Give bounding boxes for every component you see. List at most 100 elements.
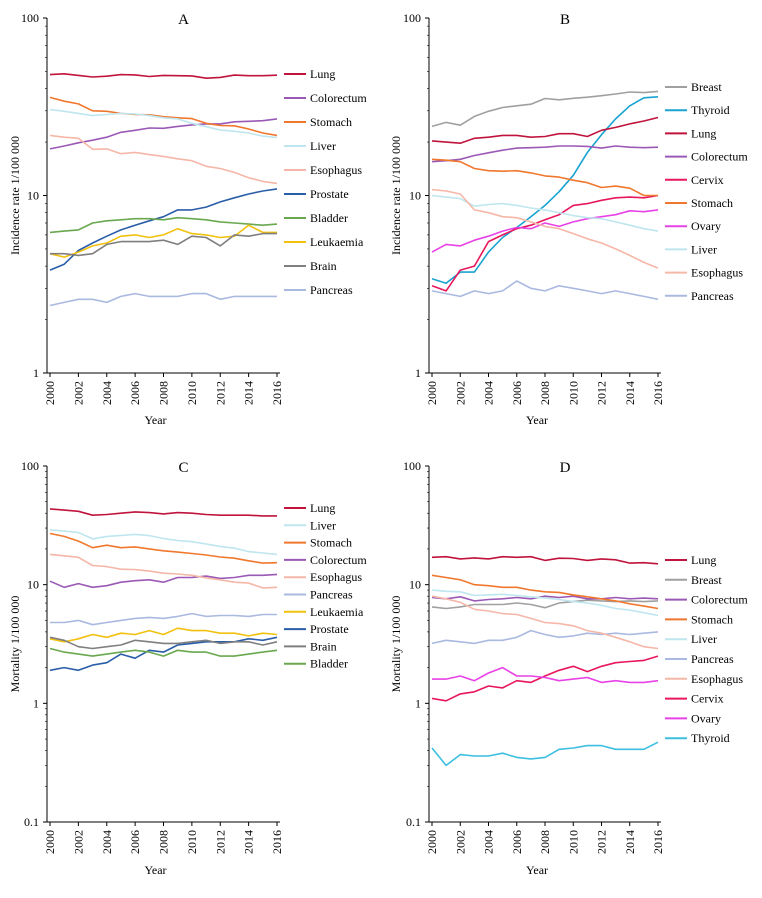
y-axis-title: Incidence rate 1/100 000 <box>389 136 403 255</box>
series-line-lung <box>431 116 659 144</box>
panel-letter: C <box>178 460 188 476</box>
legend-label-esophagus: Esophagus <box>310 163 362 177</box>
y-tick-label: 100 <box>21 459 39 473</box>
series-line-pancreas <box>49 292 277 307</box>
y-tick-label: 100 <box>403 11 421 25</box>
series-line-thyroid <box>431 741 659 767</box>
legend-label-stomach: Stomach <box>310 536 352 550</box>
legend-label-prostate: Prostate <box>310 622 349 636</box>
series-line-lung <box>49 73 278 79</box>
legend-label-thyroid: Thyroid <box>691 731 730 745</box>
x-tick-label: 2014 <box>623 381 637 405</box>
x-tick-label: 2002 <box>453 381 467 405</box>
series-line-leukaemia <box>49 224 277 258</box>
legend-label-bladder: Bladder <box>310 211 348 225</box>
series-line-stomach <box>431 574 659 610</box>
y-axis-title: Mortality 1/100 000 <box>389 596 403 693</box>
x-tick-label: 2010 <box>185 830 199 854</box>
series-line-liver <box>49 529 278 556</box>
x-tick-label: 2016 <box>651 381 665 405</box>
panel-c: 0.1 1 10 100 2000 2002 2004 2006 2008 2010 2012 201… <box>8 459 367 877</box>
panel-letter: B <box>560 12 570 28</box>
series-line-lung <box>431 555 659 565</box>
legend-label-lung: Lung <box>691 553 716 567</box>
x-tick-label: 2008 <box>538 381 552 405</box>
x-tick-label: 2000 <box>425 381 439 405</box>
x-tick-label: 2008 <box>157 381 171 405</box>
series-line-colorectum <box>49 118 278 150</box>
series-line-colorectum <box>49 573 278 589</box>
series-line-liver <box>431 589 659 617</box>
series-line-brain <box>49 636 278 650</box>
x-axis-title: Year <box>144 863 166 877</box>
series-line-stomach <box>49 532 278 564</box>
legend-label-stomach: Stomach <box>691 196 733 210</box>
panel-a: 1 10 100 2000 2002 2004 2006 2008 2010 2012 2014 20… <box>8 11 367 427</box>
series-line-prostate <box>49 636 278 672</box>
x-tick-label: 2006 <box>510 830 524 854</box>
series-line-colorectum <box>431 595 659 602</box>
x-tick-label: 2000 <box>43 381 57 405</box>
legend-label-colorectum: Colorectum <box>310 91 367 105</box>
x-tick-label: 2008 <box>538 830 552 854</box>
series-line-bladder <box>49 216 278 234</box>
y-axis-title: Mortality 1/100 000 <box>8 596 22 693</box>
legend-label-pancreas: Pancreas <box>691 289 734 303</box>
x-tick-label: 2006 <box>128 381 142 405</box>
y-tick-label: 10 <box>409 189 421 203</box>
series-line-colorectum <box>431 145 659 163</box>
series-line-leukaemia <box>49 627 278 643</box>
series-line-esophagus <box>431 188 659 269</box>
series-line-cervix <box>431 194 659 292</box>
series-line-lung <box>49 508 277 517</box>
legend-label-liver: Liver <box>691 242 717 256</box>
legend-label-prostate: Prostate <box>310 187 349 201</box>
legend-label-breast: Breast <box>691 80 722 94</box>
legend-label-liver: Liver <box>310 139 336 153</box>
x-tick-label: 2016 <box>270 381 284 405</box>
x-tick-label: 2010 <box>185 381 199 405</box>
x-axis-title: Year <box>526 413 548 427</box>
x-tick-label: 2010 <box>566 381 580 405</box>
legend-label-brain: Brain <box>310 259 337 273</box>
panel-d: 0.1 1 10 100 2000 2002 2004 2006 2008 2010 2012 201… <box>389 459 748 877</box>
y-tick-label: 100 <box>403 459 421 473</box>
panel-letter: A <box>178 12 189 28</box>
legend-label-thyroid: Thyroid <box>691 103 730 117</box>
y-tick-label: 1 <box>33 696 39 710</box>
series-line-ovary <box>431 209 659 253</box>
legend-label-stomach: Stomach <box>310 115 352 129</box>
legend-label-esophagus: Esophagus <box>691 672 743 686</box>
legend-label-breast: Breast <box>691 573 722 587</box>
series-line-liver <box>49 108 278 139</box>
x-tick-label: 2002 <box>453 830 467 854</box>
x-tick-label: 2012 <box>213 830 227 854</box>
legend-label-ovary: Ovary <box>691 219 721 233</box>
y-tick-label: 1 <box>33 366 39 380</box>
y-tick-label: 100 <box>21 11 39 25</box>
x-tick-label: 2016 <box>651 830 665 854</box>
y-tick-label: 0.1 <box>406 815 421 829</box>
x-tick-label: 2000 <box>43 830 57 854</box>
x-tick-label: 2012 <box>595 830 609 854</box>
legend-label-pancreas: Pancreas <box>310 283 353 297</box>
legend-label-liver: Liver <box>310 518 336 532</box>
x-tick-label: 2004 <box>100 830 114 854</box>
legend-label-pancreas: Pancreas <box>691 652 734 666</box>
legend-label-bladder: Bladder <box>310 657 348 671</box>
legend-label-lung: Lung <box>310 67 335 81</box>
legend-label-esophagus: Esophagus <box>310 570 362 584</box>
legend-label-cervix: Cervix <box>691 173 724 187</box>
legend-label-cervix: Cervix <box>691 692 724 706</box>
series-line-stomach <box>431 158 658 197</box>
series-line-ovary <box>432 666 659 684</box>
legend-label-esophagus: Esophagus <box>691 266 743 280</box>
series-line-esophagus <box>49 553 278 589</box>
y-tick-label: 1 <box>415 696 421 710</box>
y-tick-label: 1 <box>415 366 421 380</box>
x-tick-label: 2010 <box>566 830 580 854</box>
series-line-pancreas <box>431 280 659 301</box>
legend-label-leukaemia: Leukaemia <box>310 235 364 249</box>
x-tick-label: 2012 <box>595 381 609 405</box>
